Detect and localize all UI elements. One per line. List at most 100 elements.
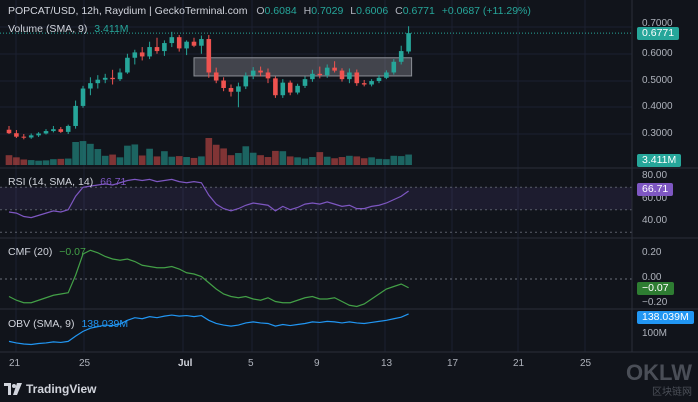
high-label: H [303, 5, 312, 17]
volume-bar [294, 157, 301, 165]
candle [191, 37, 197, 48]
candle [354, 69, 360, 86]
tradingview-logo[interactable]: TradingView [4, 382, 96, 396]
pane-separators [0, 0, 698, 353]
candle-body [6, 129, 12, 134]
low-label: L [350, 5, 357, 17]
candle [147, 41, 152, 60]
candle-body [110, 77, 115, 80]
candle [265, 68, 271, 84]
candle [391, 59, 397, 75]
candle-body [324, 67, 330, 76]
candle [376, 75, 382, 84]
volume-bar [220, 148, 227, 165]
cmf-line [8, 249, 409, 308]
highlight-box[interactable] [193, 57, 413, 77]
candle [295, 83, 300, 95]
candle [51, 125, 56, 133]
time-tick: 9 [314, 358, 320, 369]
candle-body [369, 81, 374, 85]
volume-bar [272, 150, 279, 165]
volume-bar [183, 157, 190, 165]
candle [6, 125, 12, 134]
candle-body [199, 39, 204, 46]
cmf-tick: 0.20 [642, 247, 662, 258]
candle-body [339, 70, 345, 80]
volume-bar [124, 145, 131, 165]
time-tick: 21 [513, 358, 525, 369]
volume-bar [42, 160, 50, 165]
candle-body [132, 52, 138, 58]
candlestick-series [6, 26, 411, 140]
volume-bar [353, 156, 361, 165]
volume-bar [323, 156, 331, 165]
symbol-title[interactable]: POPCAT/USD, 12h, Raydium | GeckoTerminal… [8, 5, 248, 17]
candle [184, 40, 189, 56]
obv-legend: OBV (SMA, 9) 138.039M [8, 318, 128, 330]
volume-bar [27, 160, 35, 165]
candle-body [169, 37, 175, 44]
candle-body [88, 83, 93, 89]
cmf-label[interactable]: CMF (20) [8, 246, 53, 258]
cmf-tick: 0.00 [642, 272, 662, 283]
candle [347, 68, 352, 84]
candle-body [273, 78, 278, 96]
candle [302, 76, 308, 88]
volume-value: 3.411M [94, 23, 129, 35]
candle [287, 80, 293, 96]
obv-tick: 100M [642, 328, 668, 339]
price-tick: 0.3000 [642, 128, 673, 139]
candle-body [258, 70, 263, 73]
volume-bar [116, 157, 124, 165]
candle [58, 127, 64, 133]
volume-bar [190, 157, 198, 165]
volume-bar [286, 156, 294, 165]
time-tick: 25 [79, 358, 91, 369]
candle [132, 49, 138, 65]
candle-body [354, 72, 360, 84]
volume-bar [383, 159, 390, 165]
tradingview-icon [4, 383, 22, 395]
candle [213, 67, 219, 84]
candle-body [147, 47, 152, 57]
candle-body [302, 79, 308, 86]
candle [73, 100, 78, 129]
candle [339, 68, 345, 82]
price-legend: POPCAT/USD, 12h, Raydium | GeckoTerminal… [8, 5, 531, 17]
candle-body [265, 72, 271, 79]
time-tick: 5 [248, 358, 254, 369]
obv-line [8, 313, 409, 346]
volume-legend: Volume (SMA, 9) 3.411M [8, 23, 129, 35]
volume-bar [257, 155, 264, 165]
obv-label[interactable]: OBV (SMA, 9) [8, 318, 75, 330]
volume-label[interactable]: Volume (SMA, 9) [8, 23, 88, 35]
price-tick: 0.6000 [642, 48, 673, 59]
volume-bar [20, 159, 28, 165]
rsi-tick: 80.00 [642, 170, 668, 181]
candle [65, 124, 71, 134]
volume-tag: 3.411M [637, 154, 682, 167]
volume-bar [405, 154, 412, 165]
candle [280, 79, 286, 98]
candle [332, 61, 337, 73]
volume-bar [346, 155, 353, 165]
candle-body [58, 129, 64, 132]
volume-bar [316, 152, 324, 165]
volume-bar [94, 149, 102, 165]
candle-body [154, 47, 160, 52]
cmf-value: −0.07 [59, 246, 86, 258]
change-value: +0.0687 (+11.29%) [441, 5, 531, 17]
candle-body [95, 79, 101, 84]
volume-bar [227, 155, 235, 165]
candle-body [361, 83, 367, 85]
candle [43, 129, 49, 135]
volume-bar [375, 158, 383, 165]
volume-bar [338, 157, 346, 165]
volume-bar [242, 146, 250, 165]
candle [398, 45, 404, 65]
close-value: 0.6771 [402, 5, 435, 17]
candle-body [117, 72, 123, 80]
rsi-label[interactable]: RSI (14, SMA, 14) [8, 176, 94, 188]
candle-body [80, 88, 86, 106]
